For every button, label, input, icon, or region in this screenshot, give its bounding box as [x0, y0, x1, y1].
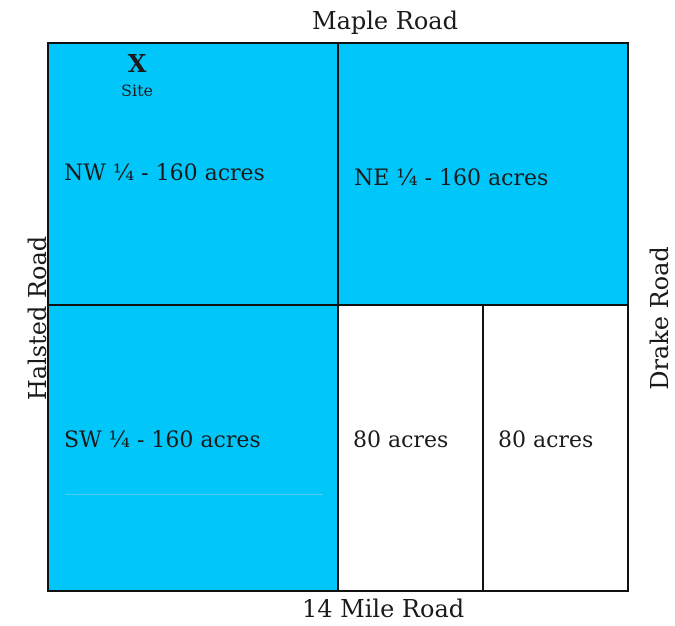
parcel-se-east: 80 acres	[482, 304, 629, 592]
parcel-nw: X Site NW ¼ - 160 acres	[47, 42, 339, 306]
parcel-sw-divider-hint	[65, 494, 323, 495]
road-south-label: 14 Mile Road	[302, 595, 465, 623]
road-north-label: Maple Road	[312, 7, 458, 35]
parcel-se-east-label: 80 acres	[498, 428, 594, 453]
parcel-ne-label: NE ¼ - 160 acres	[354, 166, 549, 191]
parcel-sw-label: SW ¼ - 160 acres	[64, 428, 261, 453]
road-east-label: Drake Road	[646, 246, 674, 390]
parcel-nw-label: NW ¼ - 160 acres	[64, 161, 265, 186]
parcel-sw: SW ¼ - 160 acres	[47, 304, 339, 592]
parcel-se-west-label: 80 acres	[353, 428, 449, 453]
site-x-mark: X	[127, 49, 147, 78]
site-marker: X Site	[49, 52, 337, 99]
parcel-se-west: 80 acres	[337, 304, 484, 592]
site-caption: Site	[121, 81, 153, 100]
parcel-ne: NE ¼ - 160 acres	[337, 42, 629, 306]
